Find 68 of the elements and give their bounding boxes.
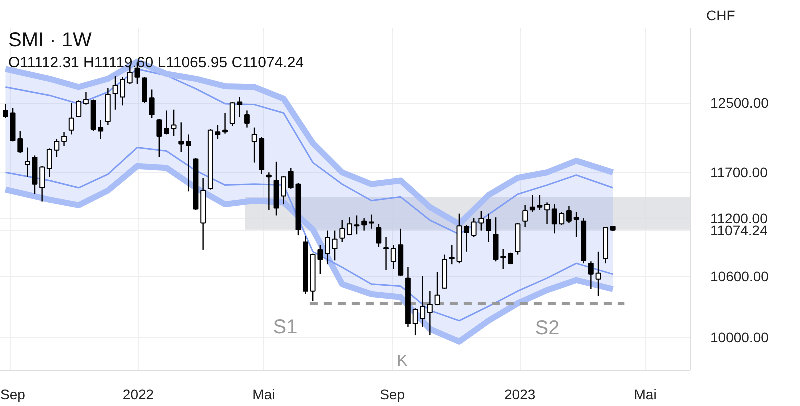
y-axis-title: CHF: [706, 8, 736, 24]
x-tick-label: Mai: [252, 386, 276, 402]
candlestick: [544, 202, 550, 225]
annotation: S1: [273, 316, 298, 338]
y-tick-label: 10000.00: [710, 330, 770, 346]
candlestick: [164, 110, 170, 136]
candlestick: [18, 130, 24, 154]
candlestick: [522, 204, 528, 228]
candlestick: [186, 134, 192, 192]
annotation: K: [397, 353, 408, 370]
candlestick: [281, 176, 287, 206]
candlestick: [530, 194, 536, 213]
candlestick: [500, 248, 506, 270]
candlestick: [412, 308, 418, 336]
candlestick: [486, 213, 492, 243]
candlestick: [325, 230, 330, 266]
x-tick-label: Sep: [0, 386, 26, 402]
candlestick: [244, 110, 250, 128]
candlestick: [427, 290, 433, 336]
candlestick: [266, 172, 272, 211]
candlestick: [376, 224, 382, 248]
candlestick: [68, 102, 74, 136]
candlestick: [346, 216, 352, 236]
candlestick: [340, 220, 346, 243]
candlestick: [40, 166, 46, 202]
candlestick: [449, 244, 455, 266]
candlestick: [537, 194, 543, 211]
candlestick: [288, 168, 294, 190]
y-tick-label: 11700.00: [710, 164, 768, 181]
candlestick: [566, 206, 572, 224]
candlestick: [24, 147, 30, 178]
candlestick: [98, 119, 104, 140]
candlestick: [252, 127, 258, 164]
candlestick: [178, 122, 184, 153]
candlestick: [464, 224, 470, 252]
candlestick: [354, 215, 360, 236]
y-tick-label: 10600.00: [710, 268, 770, 284]
candlestick: [434, 272, 440, 306]
chart-title: SMI · 1W: [8, 30, 92, 52]
candlestick: [508, 252, 514, 266]
candlestick: [112, 76, 118, 110]
candlestick: [156, 118, 162, 158]
annotation: S2: [535, 318, 560, 340]
candlestick: [76, 100, 82, 118]
candlestick: [62, 132, 67, 147]
text: O11112.31 H11119.60 L11065.95 C11074.24: [8, 54, 304, 72]
candlestick: [120, 76, 126, 106]
y-tick-label: 12500.00: [710, 95, 770, 112]
candlestick: [420, 276, 426, 328]
candlestick: [362, 218, 368, 232]
candlestick: [54, 138, 60, 158]
candlestick: [142, 76, 148, 104]
candlestick: [332, 230, 338, 262]
x-tick-label: 2023: [504, 386, 536, 402]
candlestick: [3, 103, 8, 119]
candlestick: [574, 211, 580, 238]
candlestick: [149, 89, 155, 119]
candlestick: [171, 109, 177, 138]
candlestick: [215, 124, 221, 140]
candlestick: [222, 112, 228, 134]
candlestick: [46, 148, 52, 178]
x-tick-label: Mai: [634, 386, 657, 402]
candlestick: [84, 92, 89, 106]
candlestick: [596, 251, 602, 298]
x-tick-label: 2022: [122, 386, 154, 402]
x-tick-label: Sep: [380, 386, 406, 402]
candlestick: [588, 261, 594, 290]
candlestick: [384, 236, 389, 272]
